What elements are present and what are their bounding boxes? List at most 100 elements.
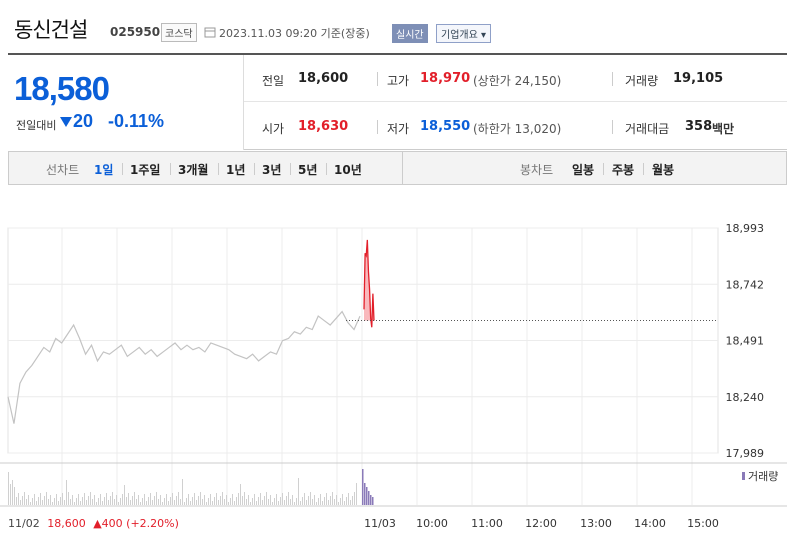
volume-chart: 거래량 [8, 469, 778, 505]
volume-bar [14, 487, 15, 505]
volume-bar [262, 500, 263, 505]
volume-bar [288, 492, 289, 505]
volume-bar [10, 484, 11, 505]
divider [218, 163, 219, 175]
tab-monthly[interactable]: 월봉 [652, 163, 675, 177]
volume-bar [30, 502, 31, 505]
volume-bar-today [362, 469, 364, 505]
volume-bar [300, 501, 301, 505]
today-series [346, 239, 718, 328]
volume-bar [184, 502, 185, 505]
volume-bar [212, 501, 213, 505]
volume-bar [186, 498, 187, 505]
volume-bar [76, 498, 77, 505]
volume-bar [228, 502, 229, 505]
stock-code: 025950 [110, 25, 161, 39]
volume-bar [166, 494, 167, 505]
volume-bar [294, 502, 295, 505]
x-tick-label: 13:00 [580, 517, 612, 530]
volume-bar [258, 497, 259, 505]
volume-bar [90, 492, 91, 505]
volume-bar [68, 492, 69, 505]
volume-value: 19,105 [673, 71, 724, 86]
prev-close-label: 전일 [262, 74, 285, 88]
tab-3year[interactable]: 3년 [262, 163, 282, 177]
volume-bar [196, 500, 197, 505]
volume-bar [144, 494, 145, 505]
volume-bar [208, 498, 209, 505]
volume-bar [114, 499, 115, 505]
volume-bar [32, 498, 33, 505]
volume-bar [8, 472, 9, 505]
volume-bar [140, 502, 141, 505]
volume-bar [26, 499, 27, 505]
volume-bar [230, 498, 231, 505]
divider [643, 163, 644, 175]
volume-bar [282, 493, 283, 505]
volume-bar [36, 501, 37, 505]
volume-bar [92, 499, 93, 505]
volume-bar [264, 496, 265, 505]
realtime-button[interactable]: 실시간 [392, 24, 428, 43]
y-tick-label: 18,491 [726, 335, 765, 348]
volume-bar [158, 499, 159, 505]
y-tick-label: 18,240 [726, 391, 765, 404]
volume-bar [78, 494, 79, 505]
volume-bar [312, 499, 313, 505]
volume-bar [352, 496, 353, 505]
y-tick-label: 18,993 [726, 222, 765, 235]
x-tick-label: 11/03 [364, 517, 396, 530]
amount-label: 거래대금 [625, 122, 670, 136]
volume-bar [334, 499, 335, 505]
volume-bar [48, 499, 49, 505]
volume-bar [204, 495, 205, 505]
volume-bar [292, 495, 293, 505]
volume-bar [178, 492, 179, 505]
volume-bar [348, 493, 349, 505]
tab-1week[interactable]: 1주일 [130, 163, 161, 177]
y-tick-label: 18,742 [726, 278, 765, 291]
amount-unit: 백만 [712, 122, 735, 136]
divider [612, 72, 613, 86]
volume-bar [74, 502, 75, 505]
volume-bar [316, 502, 317, 505]
volume-bar [308, 496, 309, 505]
company-overview-button[interactable]: 기업개요 ▾ [436, 24, 491, 43]
divider [326, 163, 327, 175]
stock-name: 동신건설 [14, 18, 88, 42]
tab-1day[interactable]: 1일 [94, 163, 114, 177]
tab-3month[interactable]: 3개월 [178, 163, 209, 177]
volume-legend-swatch [742, 472, 745, 480]
volume-bar [220, 496, 221, 505]
tab-1year[interactable]: 1년 [226, 163, 246, 177]
volume-bar [354, 492, 355, 505]
calendar-icon [204, 27, 216, 38]
volume-bar [72, 495, 73, 505]
prev-day-label: 11/02 [8, 517, 40, 530]
volume-bar [332, 492, 333, 505]
volume-bar [66, 480, 67, 505]
tab-10year[interactable]: 10년 [334, 163, 362, 177]
divider [290, 163, 291, 175]
volume-bar [118, 502, 119, 505]
volume-bar [168, 501, 169, 505]
volume-bar [122, 494, 123, 505]
prev-close-value: 18,600 [298, 71, 349, 86]
volume-bar [306, 500, 307, 505]
volume-bar [218, 500, 219, 505]
tab-weekly[interactable]: 주봉 [612, 163, 635, 177]
volume-bar [148, 497, 149, 505]
prev-day-summary: 11/02 18,600 ▲400 (+2.20%) [8, 517, 179, 530]
volume-bar [192, 497, 193, 505]
tab-daily[interactable]: 일봉 [572, 163, 595, 177]
volume-bar [82, 497, 83, 505]
change-value: 20 [73, 111, 94, 131]
volume-bar [132, 496, 133, 505]
volume-bar [194, 493, 195, 505]
y-tick-label: 17,989 [726, 447, 765, 460]
tab-5year[interactable]: 5년 [298, 163, 318, 177]
volume-label: 거래량 [625, 74, 659, 88]
volume-bar [160, 495, 161, 505]
volume-bar [154, 496, 155, 505]
volume-bar [314, 495, 315, 505]
